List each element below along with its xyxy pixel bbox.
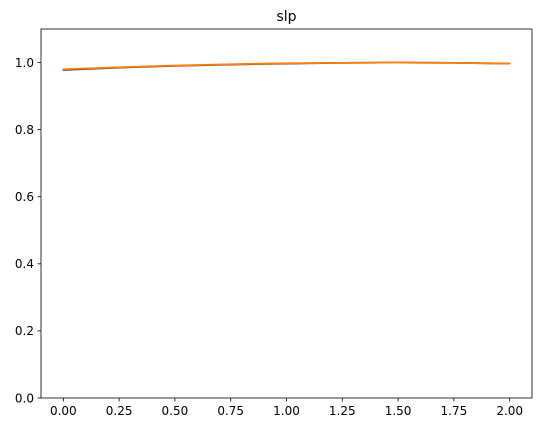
chart-title: slp (276, 9, 296, 25)
y-tick-label: 0.6 (15, 190, 34, 204)
x-tick-label: 1.00 (273, 404, 300, 418)
y-tick-label: 0.0 (15, 391, 34, 405)
y-tick-label: 1.0 (15, 56, 34, 70)
x-tick-label: 0.25 (106, 404, 133, 418)
plot-frame (40, 28, 533, 399)
x-tick-label: 0.50 (162, 404, 189, 418)
x-tick-label: 1.50 (385, 404, 412, 418)
y-tick-label: 0.4 (15, 257, 34, 271)
y-tick-label: 0.8 (15, 123, 34, 137)
x-tick-label: 0.75 (217, 404, 244, 418)
series-layer (62, 61, 511, 71)
x-tick-label: 1.25 (329, 404, 356, 418)
x-tick-label: 0.00 (50, 404, 77, 418)
series-line-2 (62, 61, 511, 71)
x-tick-label: 2.00 (496, 404, 523, 418)
y-tick-label: 0.2 (15, 324, 34, 338)
axes-layer: 0.00 0.25 0.50 0.75 1.00 1.25 1.50 1.75 2.00 0.0 0… (15, 28, 533, 418)
x-tick-label: 1.75 (441, 404, 468, 418)
